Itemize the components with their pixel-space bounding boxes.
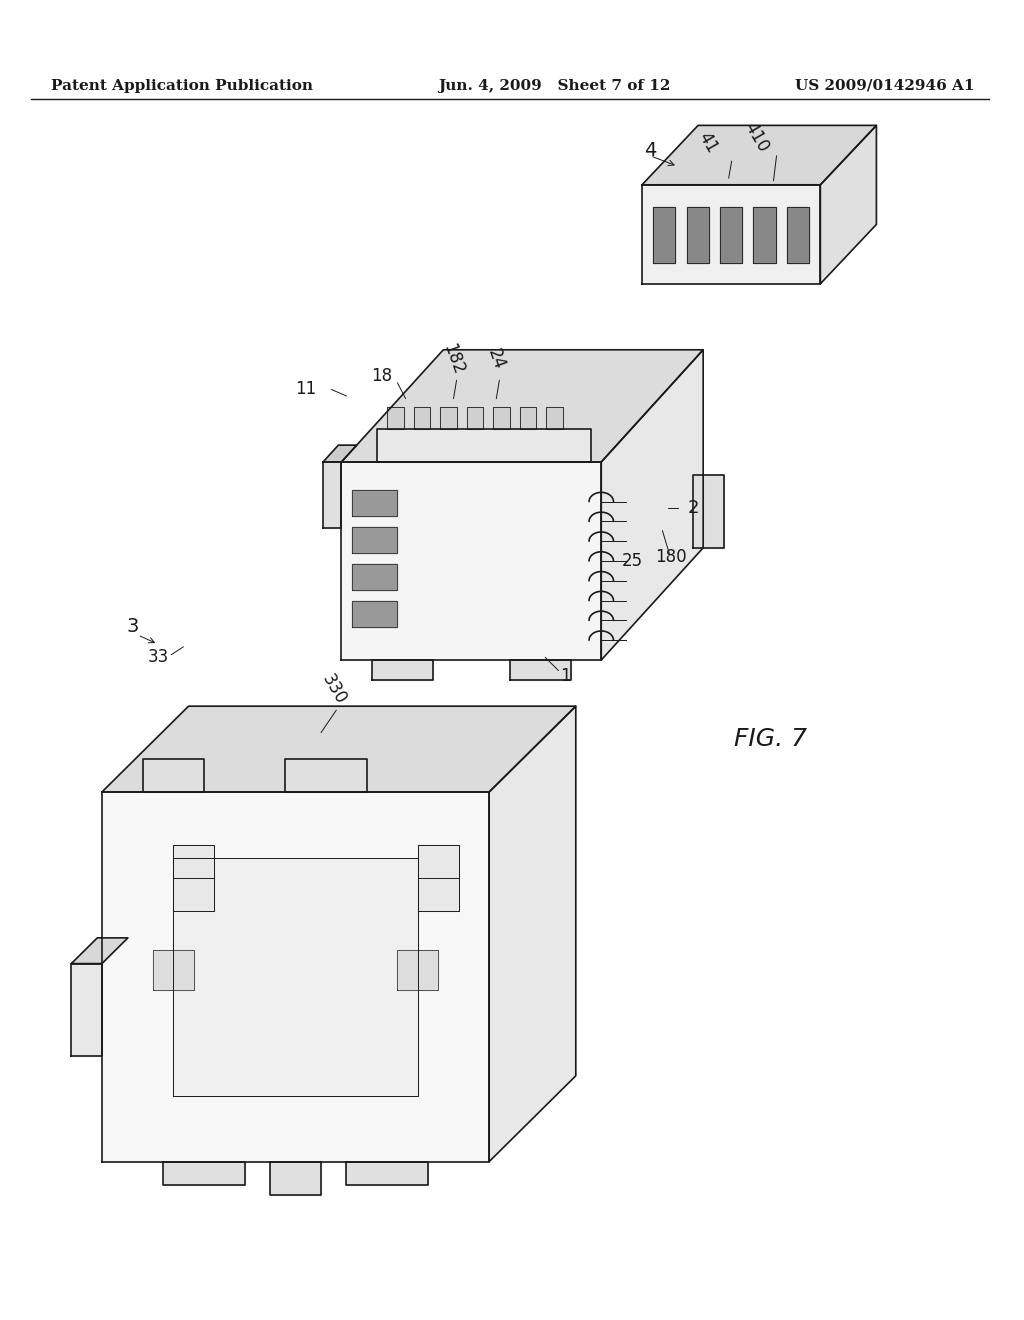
Polygon shape <box>351 527 397 553</box>
Polygon shape <box>786 207 809 263</box>
Polygon shape <box>693 475 724 548</box>
Text: Jun. 4, 2009   Sheet 7 of 12: Jun. 4, 2009 Sheet 7 of 12 <box>438 79 671 92</box>
Polygon shape <box>387 407 403 429</box>
Polygon shape <box>467 407 483 429</box>
Polygon shape <box>686 207 709 263</box>
Text: FIG. 7: FIG. 7 <box>734 727 807 751</box>
Polygon shape <box>286 759 367 792</box>
Polygon shape <box>142 759 204 792</box>
Polygon shape <box>153 950 194 990</box>
Polygon shape <box>510 660 570 680</box>
Polygon shape <box>820 125 877 284</box>
Polygon shape <box>397 950 438 990</box>
Polygon shape <box>494 407 510 429</box>
Text: 4: 4 <box>644 141 656 160</box>
Text: 41: 41 <box>695 129 721 156</box>
Polygon shape <box>351 490 397 516</box>
Polygon shape <box>323 445 356 462</box>
Polygon shape <box>642 185 820 284</box>
Text: 33: 33 <box>147 648 169 667</box>
Polygon shape <box>102 792 489 1162</box>
Polygon shape <box>754 207 776 263</box>
Text: 182: 182 <box>439 341 467 378</box>
Text: 1: 1 <box>560 667 571 685</box>
Text: 330: 330 <box>318 671 350 708</box>
Polygon shape <box>323 462 341 528</box>
Text: 11: 11 <box>295 380 316 399</box>
Polygon shape <box>653 207 676 263</box>
Polygon shape <box>546 407 562 429</box>
Polygon shape <box>341 350 703 462</box>
Polygon shape <box>372 660 433 680</box>
Polygon shape <box>489 706 575 1162</box>
Text: 2: 2 <box>687 499 698 517</box>
Polygon shape <box>377 429 591 462</box>
Polygon shape <box>102 706 575 792</box>
Polygon shape <box>72 964 102 1056</box>
Polygon shape <box>642 125 877 185</box>
Polygon shape <box>601 350 703 660</box>
Polygon shape <box>270 1162 321 1195</box>
Polygon shape <box>520 407 536 429</box>
Text: 410: 410 <box>740 119 772 156</box>
Polygon shape <box>173 845 214 911</box>
Polygon shape <box>163 1162 245 1185</box>
Polygon shape <box>351 564 397 590</box>
Polygon shape <box>346 1162 428 1185</box>
Text: 25: 25 <box>622 552 642 570</box>
Text: 3: 3 <box>126 618 138 636</box>
Text: 18: 18 <box>372 367 393 385</box>
Text: US 2009/0142946 A1: US 2009/0142946 A1 <box>795 79 975 92</box>
Text: Patent Application Publication: Patent Application Publication <box>51 79 313 92</box>
Polygon shape <box>72 937 128 964</box>
Polygon shape <box>351 601 397 627</box>
Polygon shape <box>341 462 601 660</box>
Polygon shape <box>418 845 459 911</box>
Text: 24: 24 <box>484 346 508 372</box>
Text: 180: 180 <box>654 548 686 566</box>
Polygon shape <box>440 407 457 429</box>
Polygon shape <box>414 407 430 429</box>
Polygon shape <box>720 207 742 263</box>
Polygon shape <box>173 858 418 1096</box>
